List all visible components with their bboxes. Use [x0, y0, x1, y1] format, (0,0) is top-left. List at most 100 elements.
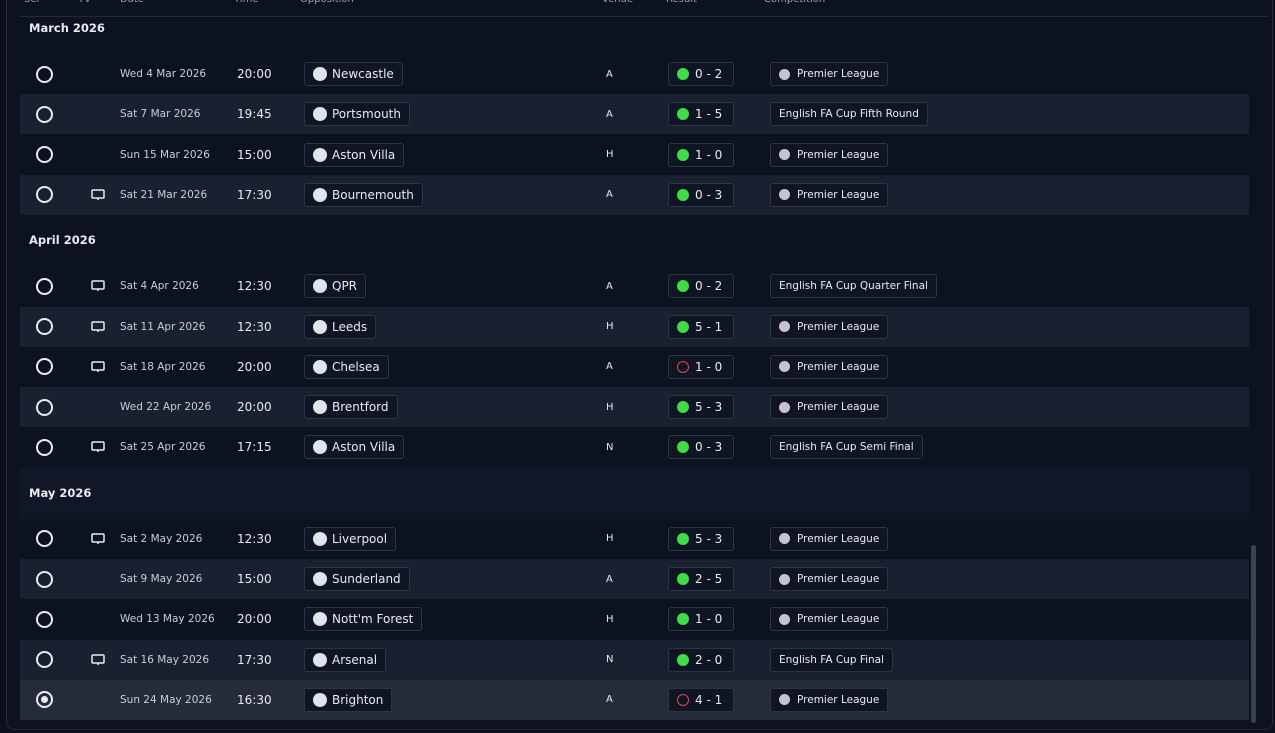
competition-box[interactable]: English FA Cup Quarter Final [770, 274, 937, 299]
fixture-row[interactable]: Wed 22 Apr 2026 20:00 Brentford H 5 - 3 Premi… [20, 387, 1249, 428]
competition-cell: Premier League [770, 387, 889, 427]
date: Sat 21 Mar 2026 [120, 188, 208, 201]
competition-box[interactable]: Premier League [770, 314, 889, 339]
select-radio[interactable] [36, 318, 53, 335]
result-box[interactable]: 4 - 1 [668, 687, 734, 712]
result-indicator [677, 401, 689, 414]
club-badge [313, 147, 327, 162]
result-box[interactable]: 0 - 3 [668, 435, 734, 460]
select-radio[interactable] [36, 438, 53, 456]
result: 2 - 5 [695, 572, 723, 586]
fixture-row[interactable]: Wed 13 May 2026 20:00 Nott'm Forest H 1 - 0 P… [20, 599, 1249, 639]
opposition-box[interactable]: Liverpool [304, 526, 397, 551]
select-radio[interactable] [36, 186, 53, 204]
competition-box[interactable]: Premier League [770, 567, 889, 591]
select-radio[interactable] [36, 610, 53, 628]
venue-cell: H [606, 307, 614, 347]
competition-box[interactable]: Premier League [770, 526, 889, 551]
fixture-row[interactable]: Sat 21 Mar 2026 17:30 Bournemouth A 0 - 3 Pre… [20, 174, 1249, 215]
result-box[interactable]: 1 - 5 [668, 102, 734, 127]
time-cell: 20:00 [237, 54, 272, 94]
opposition-box[interactable]: Brighton [304, 687, 393, 712]
time-cell: 20:00 [237, 387, 272, 427]
select-radio[interactable] [36, 691, 53, 709]
fixture-row[interactable]: Sat 9 May 2026 15:00 Sunderland A 2 - 5 Premi… [20, 559, 1249, 599]
competition-cell: Premier League [770, 54, 889, 94]
fixture-row[interactable]: Sun 15 Mar 2026 15:00 Aston Villa H 1 - 0 Pre… [20, 135, 1249, 175]
select-radio[interactable] [36, 146, 53, 164]
opposition-cell: Bournemouth [304, 175, 423, 215]
select-radio[interactable] [36, 570, 53, 588]
column-header: Time [234, 0, 258, 5]
select-radio[interactable] [36, 530, 53, 548]
result-cell: 0 - 2 [668, 266, 734, 306]
opposition-box[interactable]: Leeds [304, 314, 377, 339]
select-radio[interactable] [36, 65, 53, 83]
tv-cell [91, 427, 105, 467]
competition-box[interactable]: Premier League [770, 354, 889, 379]
competition-box[interactable]: English FA Cup Fifth Round [770, 102, 928, 127]
select-radio[interactable] [36, 398, 53, 416]
opposition-box[interactable]: Sunderland [304, 567, 410, 591]
competition-box[interactable]: Premier League [770, 687, 889, 712]
opposition: Brighton [332, 692, 384, 707]
opposition-box[interactable]: Nott'm Forest [304, 607, 423, 632]
venue: A [606, 108, 613, 120]
competition-box[interactable]: English FA Cup Semi Final [770, 435, 923, 460]
opposition-box[interactable]: Bournemouth [304, 182, 423, 207]
fixture-row[interactable]: Sat 2 May 2026 12:30 Liverpool H 5 - 3 Premie… [20, 519, 1249, 559]
fixture-row[interactable]: Sat 16 May 2026 17:30 Arsenal N 2 - 0 English… [20, 639, 1249, 680]
scrollbar[interactable] [1251, 545, 1256, 723]
fixture-row[interactable]: Sun 24 May 2026 16:30 Brighton A 4 - 1 Premie… [20, 679, 1249, 720]
opposition-box[interactable]: Arsenal [304, 647, 387, 672]
time-cell: 16:30 [237, 680, 272, 720]
result-indicator [677, 693, 689, 706]
time-cell: 17:30 [237, 175, 272, 215]
competition-icon [779, 533, 790, 545]
result-box[interactable]: 5 - 3 [668, 395, 734, 420]
competition-box[interactable]: Premier League [770, 62, 889, 86]
result-box[interactable]: 1 - 0 [668, 142, 734, 167]
fixture-row[interactable]: Wed 4 Mar 2026 20:00 Newcastle A 0 - 2 Premie… [20, 54, 1249, 94]
tv-cell [91, 266, 105, 306]
opposition-cell: Nott'm Forest [304, 599, 423, 639]
select-radio[interactable] [36, 651, 53, 669]
result-box[interactable]: 0 - 3 [668, 182, 734, 207]
competition-box[interactable]: Premier League [770, 142, 889, 167]
result: 1 - 0 [695, 612, 723, 627]
opposition-box[interactable]: Aston Villa [304, 142, 405, 167]
result-box[interactable]: 0 - 2 [668, 62, 734, 86]
result-box[interactable]: 2 - 5 [668, 567, 734, 591]
opposition-box[interactable]: Brentford [304, 395, 398, 420]
opposition-box[interactable]: Portsmouth [304, 102, 410, 127]
competition-box[interactable]: Premier League [770, 395, 889, 420]
competition-cell: Premier League [770, 347, 889, 387]
fixture-row[interactable]: Sat 11 Apr 2026 12:30 Leeds H 5 - 1 Premier L… [20, 306, 1249, 347]
competition-box[interactable]: English FA Cup Final [770, 647, 894, 672]
fixture-row[interactable]: Sat 4 Apr 2026 12:30 QPR A 0 - 2 English FA C… [20, 266, 1249, 306]
result: 1 - 0 [695, 359, 723, 374]
venue-cell: A [606, 347, 613, 387]
fixture-row[interactable]: Sat 18 Apr 2026 20:00 Chelsea A 1 - 0 Premier… [20, 347, 1249, 387]
result-box[interactable]: 5 - 3 [668, 526, 734, 551]
fixture-row[interactable]: Sat 25 Apr 2026 17:15 Aston Villa N 0 - 3 Eng… [20, 427, 1249, 467]
result-box[interactable]: 1 - 0 [668, 607, 734, 632]
select-radio[interactable] [36, 105, 53, 123]
competition-box[interactable]: Premier League [770, 607, 889, 632]
time: 15:00 [237, 147, 272, 162]
result-box[interactable]: 5 - 1 [668, 314, 734, 339]
result-box[interactable]: 1 - 0 [668, 354, 734, 379]
opposition-box[interactable]: Chelsea [304, 354, 389, 379]
opposition-box[interactable]: Newcastle [304, 62, 403, 86]
competition-box[interactable]: Premier League [770, 182, 889, 207]
select-radio[interactable] [36, 277, 53, 295]
result-box[interactable]: 2 - 0 [668, 647, 734, 672]
date-cell: Sun 15 Mar 2026 [120, 135, 210, 175]
opposition-box[interactable]: Aston Villa [304, 435, 405, 460]
fixture-row[interactable]: Sat 7 Mar 2026 19:45 Portsmouth A 1 - 5 Engli… [20, 94, 1249, 135]
select-radio[interactable] [36, 358, 53, 376]
result-box[interactable]: 0 - 2 [668, 274, 734, 299]
opposition-box[interactable]: QPR [304, 274, 367, 299]
time-cell: 17:15 [237, 427, 272, 467]
